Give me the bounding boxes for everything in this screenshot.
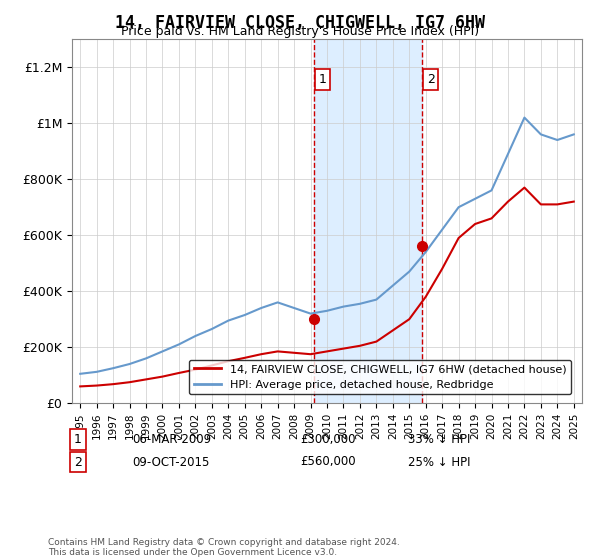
Text: £300,000: £300,000 xyxy=(300,433,355,446)
Text: 06-MAR-2009: 06-MAR-2009 xyxy=(132,433,211,446)
Text: 2: 2 xyxy=(427,73,435,86)
Text: 1: 1 xyxy=(319,73,326,86)
Text: 33% ↓ HPI: 33% ↓ HPI xyxy=(408,433,470,446)
Text: 25% ↓ HPI: 25% ↓ HPI xyxy=(408,455,470,469)
Bar xyxy=(314,39,422,403)
Text: 09-OCT-2015: 09-OCT-2015 xyxy=(132,455,209,469)
Text: Contains HM Land Registry data © Crown copyright and database right 2024.
This d: Contains HM Land Registry data © Crown c… xyxy=(48,538,400,557)
Legend: 14, FAIRVIEW CLOSE, CHIGWELL, IG7 6HW (detached house), HPI: Average price, deta: 14, FAIRVIEW CLOSE, CHIGWELL, IG7 6HW (d… xyxy=(189,360,571,394)
Text: £560,000: £560,000 xyxy=(300,455,356,469)
Text: 2: 2 xyxy=(74,455,82,469)
Text: Price paid vs. HM Land Registry's House Price Index (HPI): Price paid vs. HM Land Registry's House … xyxy=(121,25,479,38)
Text: 1: 1 xyxy=(74,433,82,446)
Text: 14, FAIRVIEW CLOSE, CHIGWELL, IG7 6HW: 14, FAIRVIEW CLOSE, CHIGWELL, IG7 6HW xyxy=(115,14,485,32)
